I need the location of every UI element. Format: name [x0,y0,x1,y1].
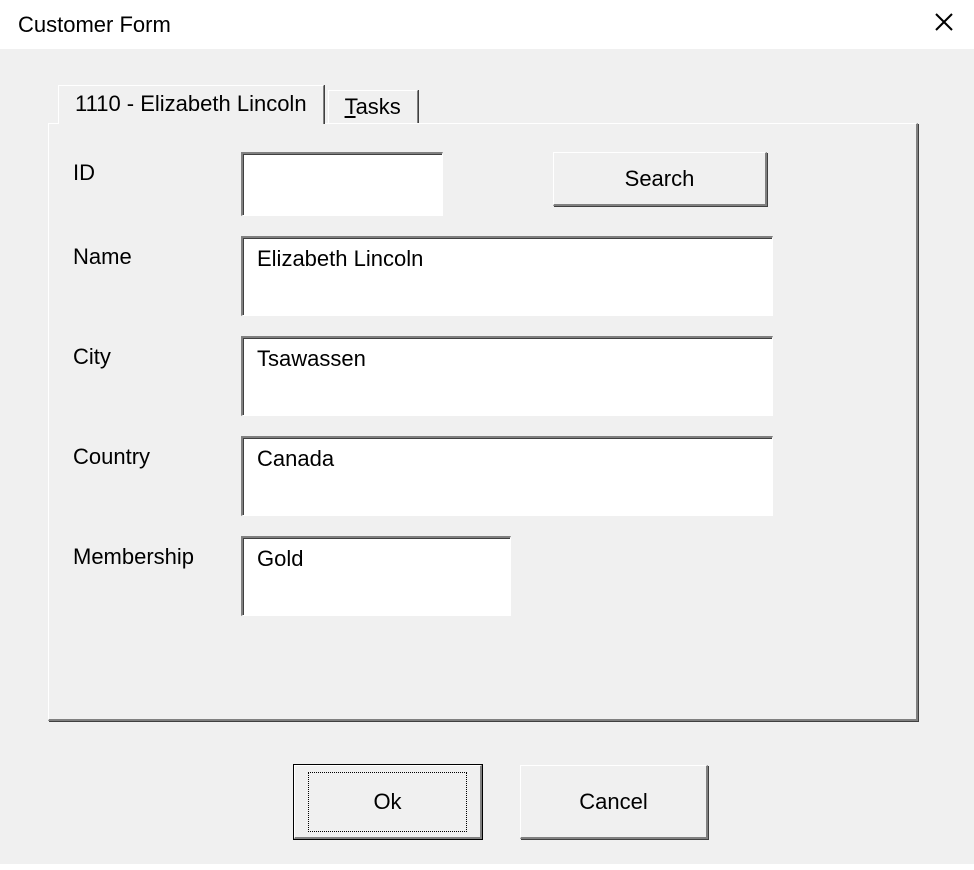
row-id: ID Search [65,152,888,216]
client-area: 1110 - Elizabeth Lincoln Tasks ID Search… [0,49,974,864]
name-value: Elizabeth Lincoln [257,246,423,271]
tab-tasks-label: Tasks [345,94,401,119]
tab-customer-label: 1110 - Elizabeth Lincoln [75,91,307,116]
search-button-label: Search [625,166,695,192]
window-title: Customer Form [18,12,171,38]
cancel-button[interactable]: Cancel [520,765,708,839]
row-membership: Membership Gold [65,536,888,616]
label-city: City [65,336,241,370]
search-button[interactable]: Search [553,152,767,206]
country-value: Canada [257,446,334,471]
membership-input[interactable]: Gold [241,536,511,616]
form-panel: ID Search Name Elizabeth Lincoln City Ts… [48,123,918,721]
ok-button[interactable]: Ok [294,765,482,839]
tab-header: 1110 - Elizabeth Lincoln Tasks [58,85,944,123]
label-name: Name [65,236,241,270]
membership-value: Gold [257,546,303,571]
label-country: Country [65,436,241,470]
tab-customer[interactable]: 1110 - Elizabeth Lincoln [58,85,324,124]
id-input[interactable] [241,152,443,216]
country-input[interactable]: Canada [241,436,773,516]
city-value: Tsawassen [257,346,366,371]
dialog-buttons: Ok Cancel [58,765,944,839]
name-input[interactable]: Elizabeth Lincoln [241,236,773,316]
city-input[interactable]: Tsawassen [241,336,773,416]
ok-button-label: Ok [308,772,466,832]
close-icon[interactable] [932,10,956,39]
label-membership: Membership [65,536,241,570]
tab-tasks[interactable]: Tasks [328,90,418,123]
cancel-button-label: Cancel [579,789,647,815]
row-name: Name Elizabeth Lincoln [65,236,888,316]
row-city: City Tsawassen [65,336,888,416]
label-id: ID [65,152,241,186]
titlebar: Customer Form [0,0,974,49]
row-country: Country Canada [65,436,888,516]
